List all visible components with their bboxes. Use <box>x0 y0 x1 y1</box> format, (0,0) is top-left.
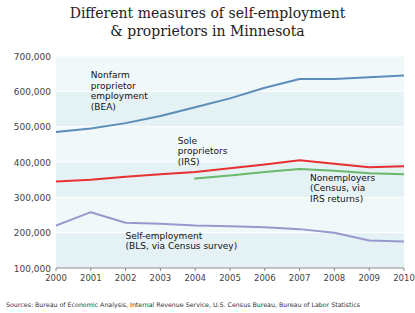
annotation-line: Nonfarm <box>91 70 130 80</box>
annotation-line: proprietors <box>178 146 228 156</box>
y-tick-label: 400,000 <box>14 158 51 168</box>
x-tick-label: 2000 <box>45 273 67 283</box>
annotation-line: IRS returns) <box>310 194 363 204</box>
grid-line <box>56 232 404 233</box>
series-line <box>56 75 404 132</box>
y-tick-label: 300,000 <box>14 193 51 203</box>
x-tick <box>195 268 196 271</box>
annotation-line: (BLS, via Census survey) <box>126 241 238 251</box>
x-tick-label: 2003 <box>150 273 172 283</box>
title-line: & proprietors in Minnesota <box>110 23 304 39</box>
y-tick-label: 700,000 <box>14 52 51 62</box>
grid-band <box>56 233 404 268</box>
y-tick-label: 500,000 <box>14 122 51 132</box>
x-tick <box>125 268 126 271</box>
annotation: Soleproprietors(IRS) <box>178 136 228 167</box>
y-axis: 100,000 200,000 300,000 400,000 500,000 600,0… <box>14 52 51 274</box>
annotation-line: employment <box>91 91 148 101</box>
annotation-line: Sole <box>178 136 198 146</box>
x-tick <box>404 268 405 271</box>
grid-band <box>56 162 404 197</box>
x-tick <box>230 268 231 271</box>
grid <box>56 56 404 268</box>
x-tick-label: 2005 <box>219 273 241 283</box>
source: Sources: Bureau of Economic Analysis, In… <box>6 301 360 309</box>
grid-line <box>56 56 404 57</box>
annotation: Self-employment(BLS, via Census survey) <box>126 231 238 252</box>
annotation-line: Nonemployers <box>310 173 376 183</box>
annotation-line: (Census, via <box>310 183 365 193</box>
annotation: Nonemployers(Census, viaIRS returns) <box>310 173 376 204</box>
annotation-line: proprietor <box>91 81 136 91</box>
x-tick-label: 2009 <box>358 273 380 283</box>
x-tick-label: 2001 <box>80 273 102 283</box>
x-tick <box>90 268 91 271</box>
x-axis: 2000 2001 2002 2003 2004 2005 2006 2007 2008 2009… <box>45 268 415 283</box>
title-line: Different measures of self-employment <box>70 5 346 21</box>
x-tick <box>56 268 57 271</box>
y-tick-label: 100,000 <box>14 264 51 274</box>
chart: Different measures of self-employment & p… <box>0 0 415 313</box>
series-line <box>56 212 404 241</box>
x-tick-label: 2006 <box>254 273 276 283</box>
grid-band <box>56 127 404 162</box>
title: Different measures of self-employment & p… <box>70 5 346 39</box>
grid-line <box>56 162 404 163</box>
x-tick <box>299 268 300 271</box>
y-tick-label: 600,000 <box>14 87 51 97</box>
annotation-line: Self-employment <box>126 231 203 241</box>
x-tick-label: 2002 <box>115 273 137 283</box>
x-tick <box>264 268 265 271</box>
x-tick-label: 2007 <box>289 273 311 283</box>
grid-band <box>56 91 404 126</box>
x-tick <box>334 268 335 271</box>
annotation-line: (BEA) <box>91 102 116 112</box>
x-tick-label: 2008 <box>324 273 346 283</box>
grid-band <box>56 56 404 91</box>
x-tick <box>369 268 370 271</box>
annotation-line: (IRS) <box>178 157 200 167</box>
lines <box>56 75 404 241</box>
x-tick-label: 2010 <box>393 273 415 283</box>
annotations: Nonfarmproprietoremployment(BEA)Soleprop… <box>91 70 376 251</box>
x-tick-label: 2004 <box>184 273 206 283</box>
annotation: Nonfarmproprietoremployment(BEA) <box>91 70 148 112</box>
y-tick-label: 200,000 <box>14 228 51 238</box>
x-tick <box>160 268 161 271</box>
